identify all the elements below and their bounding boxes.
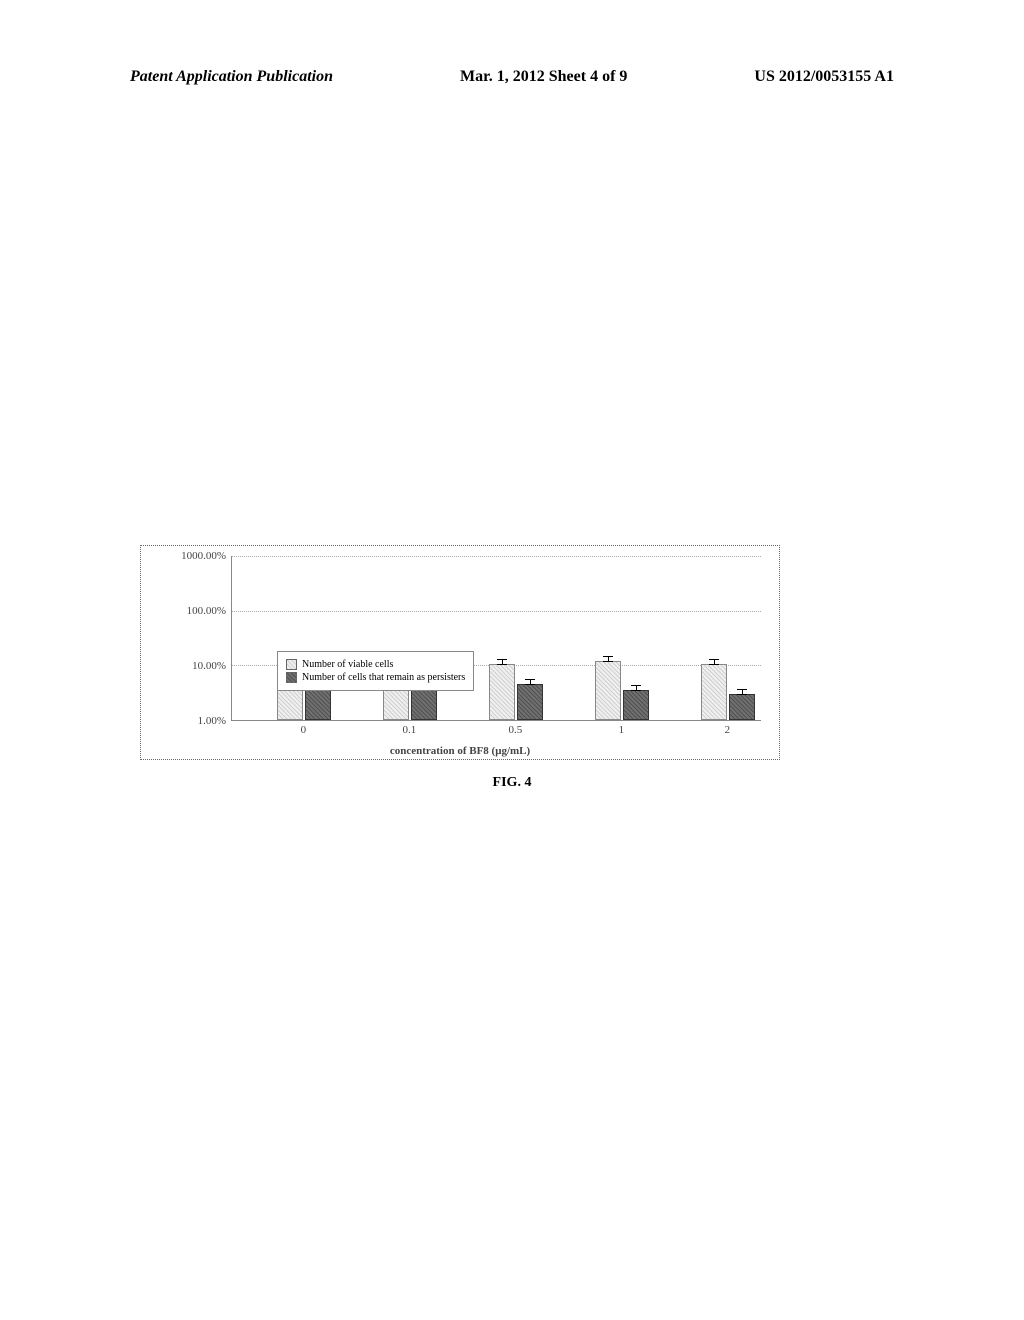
bar-group [592, 661, 652, 720]
legend-label: Number of cells that remain as persister… [302, 672, 465, 683]
plot-area: Number of viable cells Number of cells t… [231, 556, 761, 721]
x-tick-label: 0.1 [403, 724, 417, 736]
error-bar-icon [497, 659, 507, 665]
legend-item: Number of viable cells [286, 659, 465, 670]
x-axis-title: concentration of BF8 (μg/mL) [390, 745, 530, 757]
bar-viable [489, 664, 515, 720]
y-tick-label: 1.00% [151, 715, 226, 727]
y-axis: 1000.00% 100.00% 10.00% 1.00% [151, 556, 226, 721]
chart-inner: 1000.00% 100.00% 10.00% 1.00% Number of … [141, 546, 779, 759]
error-bar-icon [709, 659, 719, 665]
bar-persisters [623, 690, 649, 720]
x-tick-label: 2 [725, 724, 731, 736]
page-header: Patent Application Publication Mar. 1, 2… [0, 68, 1024, 86]
gridline [232, 556, 761, 557]
legend-label: Number of viable cells [302, 659, 393, 670]
legend-swatch-icon [286, 659, 297, 670]
header-patent-number: US 2012/0053155 A1 [754, 68, 894, 86]
gridline [232, 611, 761, 612]
x-tick-label: 0 [301, 724, 307, 736]
bar-viable [595, 661, 621, 720]
y-tick-label: 10.00% [151, 660, 226, 672]
y-tick-label: 100.00% [151, 605, 226, 617]
legend-item: Number of cells that remain as persister… [286, 672, 465, 683]
bar-chart: 1000.00% 100.00% 10.00% 1.00% Number of … [140, 545, 780, 760]
error-bar-icon [631, 685, 641, 691]
error-bar-icon [603, 656, 613, 662]
header-publication: Patent Application Publication [130, 68, 333, 86]
bar-group [698, 664, 758, 720]
bar-persisters [729, 694, 755, 720]
x-tick-label: 0.5 [509, 724, 523, 736]
legend-swatch-icon [286, 672, 297, 683]
bar-persisters [517, 684, 543, 720]
chart-legend: Number of viable cells Number of cells t… [277, 651, 474, 691]
error-bar-icon [525, 679, 535, 685]
figure-caption: FIG. 4 [493, 775, 532, 791]
x-tick-label: 1 [619, 724, 625, 736]
x-axis-labels: 0 0.1 0.5 1 2 [231, 724, 761, 739]
header-date-sheet: Mar. 1, 2012 Sheet 4 of 9 [460, 68, 627, 86]
bar-group [486, 664, 546, 720]
bar-viable [701, 664, 727, 720]
y-tick-label: 1000.00% [151, 550, 226, 562]
error-bar-icon [737, 689, 747, 695]
